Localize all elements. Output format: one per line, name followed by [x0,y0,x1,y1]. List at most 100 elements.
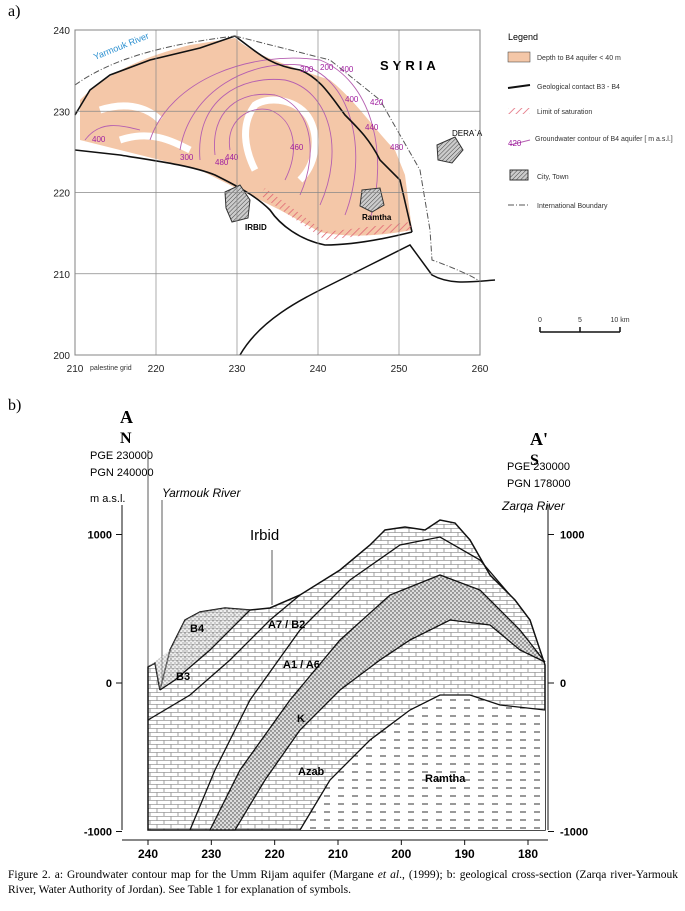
y-tick-label: -1000 [560,827,588,839]
city-irbid [224,184,251,223]
y-tick-label: 240 [53,26,70,37]
coordinate: PGN 178000 [507,478,571,490]
boundary-line [239,244,496,356]
legend: Legend 420 Depth to B4 aquifer < 40 m Ge… [507,32,673,333]
section-end: A' [530,429,548,449]
limit-of-saturation [260,188,412,240]
legend-swatch [509,139,531,146]
caption-text: Figure 2. a: Groundwater contour map for… [8,869,378,881]
city-label: IRBID [245,223,267,232]
unit-label: K [297,713,305,725]
unit-label: B4 [190,623,205,635]
y-tick-label: 210 [53,270,70,281]
x-tick-label: 180 [518,847,538,861]
legend-title: Legend [508,32,538,42]
contour-label: 460 [290,143,304,152]
coordinate: PGE 230000 [507,461,570,473]
contour-label: 440 [365,123,379,132]
contour-label: 480 [390,143,404,152]
city-label: Irbid [250,527,279,544]
x-tick-label: 210 [328,847,348,861]
unit-label: Azab [298,766,325,778]
unit-label: B3 [176,671,190,683]
contour-label: 480 [215,158,229,167]
legend-item: Depth to B4 aquifer < 40 m [537,55,621,62]
international-boundary [74,35,481,283]
contour-label: 400 [345,95,359,104]
contour-label: 200 [320,63,334,72]
y-tick-label: 0 [560,678,566,690]
coordinate: PGN 240000 [90,467,154,479]
section-dir: S [530,452,539,469]
x-tick-label: 240 [138,847,158,861]
contour-label: 400 [92,135,106,144]
y-tick-label: 1000 [88,530,112,542]
coordinate: PGE 230000 [90,450,153,462]
unit-label: A7 / B2 [268,619,305,631]
axis-unit: m a.s.l. [90,493,125,505]
city-label: Ramtha [362,213,392,222]
cross-section: B4 B3 A7 / B2 A1 / A6 K Azab Ramtha [147,519,546,831]
x-tick-label: 250 [391,364,408,375]
river-label: Yarmouk River [162,486,241,500]
x-tick-label: 230 [229,364,246,375]
y-tick-label: 200 [53,351,70,362]
map-gap [98,96,319,183]
panel-label: b) [8,397,21,414]
y-tick-label: 0 [106,678,112,690]
layer-boundaries [147,536,546,831]
grid-note: palestine grid [90,365,132,372]
legend-swatch [507,84,531,89]
scale-label: 10 km [610,317,629,324]
figure-graphics: a) Yarmouk River SYRIA DERA`A IRBID Ramt… [8,3,673,861]
legend-contour: 420 [508,139,522,148]
contour-label: 300 [180,153,194,162]
caption-text: et al [377,869,400,881]
contour-label: 440 [225,153,239,162]
caption-text: ., (1999); b: geological cross-section (… [8,869,678,896]
legend-item: City, Town [537,174,569,181]
legend-item: Groundwater contour of B4 aquifer [ m a.… [535,136,673,143]
scale-bar [539,327,621,333]
x-tick-label: 230 [201,847,221,861]
y-tick-label: 230 [53,107,70,118]
x-tick-label: 210 [67,364,84,375]
x-tick-label: 190 [455,847,475,861]
x-tick-label: 240 [310,364,327,375]
x-tick-label: 220 [265,847,285,861]
scale-label: 5 [578,317,582,324]
scale-label: 0 [538,317,542,324]
river-label: Zarqa River [501,499,566,513]
panel-label: a) [8,3,20,20]
legend-item: Geological contact B3 - B4 [537,84,620,91]
unit-label: A1 / A6 [283,659,320,671]
legend-item: International Boundary [537,203,608,210]
legend-swatch [507,51,531,63]
unit-b4 [148,608,250,690]
country-label: SYRIA [380,58,440,73]
y-tick-label: -1000 [84,827,112,839]
section-end: A [120,407,133,427]
legend-item-box: Groundwater contour of B4 aquifer [ m a.… [535,136,673,143]
legend-swatch [509,169,529,181]
geological-contact [74,35,413,246]
legend-item: Limit of saturation [537,109,592,116]
city-dera [436,136,464,164]
contour-label: 400 [340,65,354,74]
caption: Figure 2. a: Groundwater contour map for… [8,868,678,898]
unit-ramtha [300,695,545,830]
y-tick-label: 220 [53,189,70,200]
unit-k [208,574,546,831]
contour-label: 300 [300,65,314,74]
city-ramtha [359,187,385,213]
section-dir: N [120,430,132,447]
x-tick-label: 260 [472,364,489,375]
x-tick-label: 220 [148,364,165,375]
city-label: DERA`A [452,129,483,138]
y-tick-label: 1000 [560,530,584,542]
contour-label: 420 [370,98,384,107]
map: Yarmouk River SYRIA DERA`A IRBID Ramtha … [74,29,496,372]
legend-swatch [508,108,530,114]
